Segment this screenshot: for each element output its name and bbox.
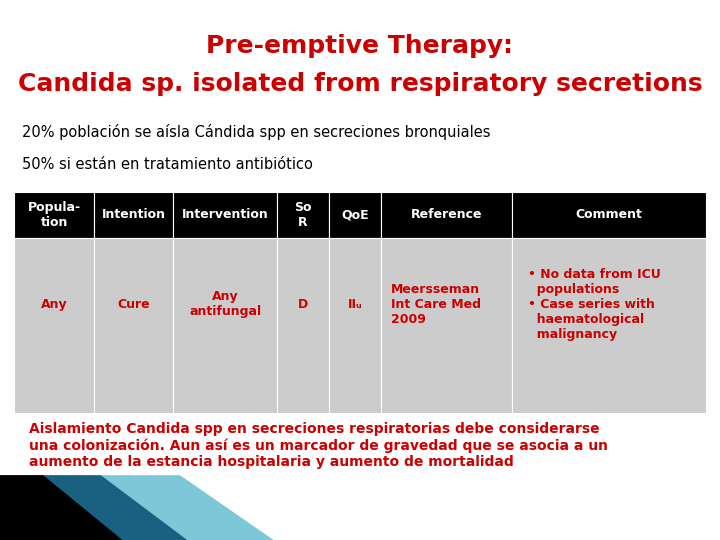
Text: Intention: Intention — [102, 208, 166, 221]
Bar — [94, 238, 174, 413]
Text: Aislamiento Candida spp en secreciones respiratorias debe considerarse
una colon: Aislamiento Candida spp en secreciones r… — [29, 422, 608, 469]
Text: Intervention: Intervention — [182, 208, 269, 221]
Bar — [381, 238, 512, 413]
Text: Any
antifungal: Any antifungal — [189, 291, 261, 318]
Bar — [94, 192, 174, 238]
Polygon shape — [0, 475, 122, 540]
Bar — [329, 192, 381, 238]
Text: Candida sp. isolated from respiratory secretions: Candida sp. isolated from respiratory se… — [18, 72, 702, 96]
Polygon shape — [0, 475, 187, 540]
Text: Pre-emptive Therapy:: Pre-emptive Therapy: — [207, 34, 513, 58]
Bar — [512, 238, 706, 413]
Bar — [14, 238, 94, 413]
Text: Reference: Reference — [410, 208, 482, 221]
Text: QoE: QoE — [341, 208, 369, 221]
Text: 50% si están en tratamiento antibiótico: 50% si están en tratamiento antibiótico — [22, 157, 312, 172]
Text: Popula-
tion: Popula- tion — [27, 201, 81, 228]
Text: • No data from ICU
  populations
• Case series with
  haematological
  malignanc: • No data from ICU populations • Case se… — [528, 268, 660, 341]
Text: Any: Any — [41, 298, 68, 311]
Bar — [277, 238, 329, 413]
Bar — [381, 192, 512, 238]
Text: Meersseman
Int Care Med
2009: Meersseman Int Care Med 2009 — [391, 283, 481, 326]
Text: Comment: Comment — [575, 208, 642, 221]
Bar — [14, 192, 94, 238]
Bar — [174, 192, 277, 238]
Text: 20% población se aísla Cándida spp en secreciones bronquiales: 20% población se aísla Cándida spp en se… — [22, 124, 490, 140]
Text: IIᵤ: IIᵤ — [348, 298, 362, 311]
Text: Cure: Cure — [117, 298, 150, 311]
Bar — [174, 238, 277, 413]
Text: D: D — [298, 298, 308, 311]
Bar — [512, 192, 706, 238]
Polygon shape — [0, 475, 274, 540]
Bar — [277, 192, 329, 238]
Bar — [329, 238, 381, 413]
Text: So
R: So R — [294, 201, 312, 228]
